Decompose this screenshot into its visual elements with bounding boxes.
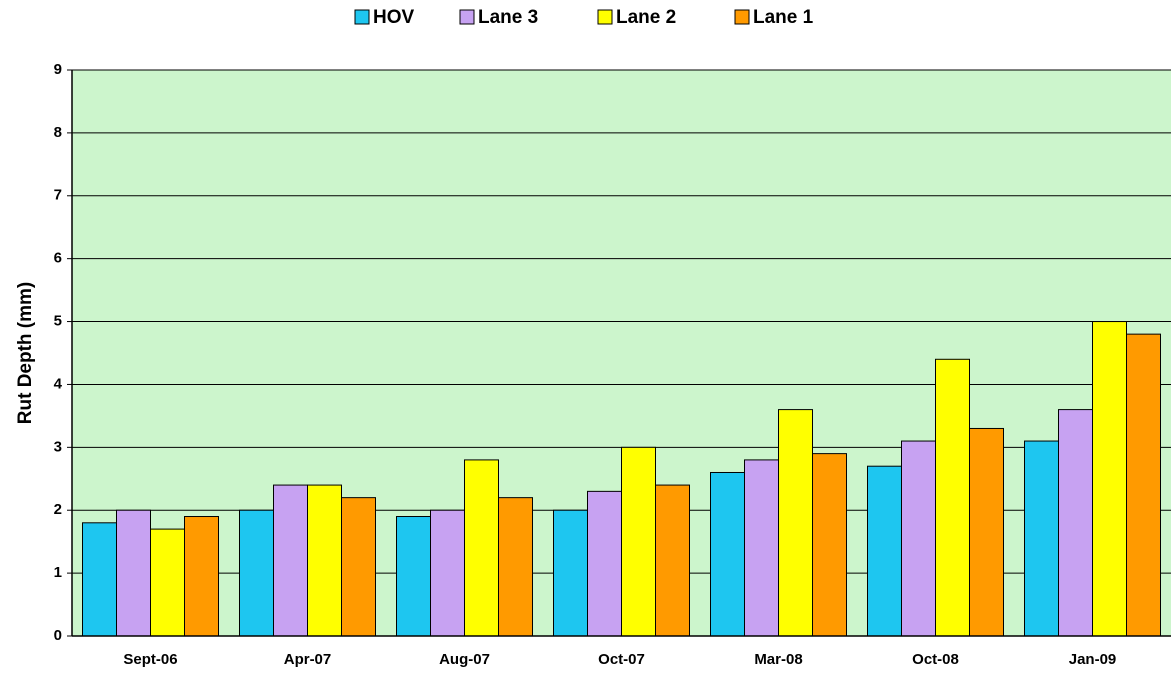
legend-label: Lane 2: [616, 7, 676, 28]
x-tick-label: Jan-09: [1069, 651, 1117, 668]
bar: [655, 484, 690, 637]
y-tick-label: 1: [54, 564, 62, 581]
x-tick-label: Apr-07: [284, 651, 332, 668]
x-tick-label: Mar-08: [754, 651, 802, 668]
bar: [587, 490, 622, 637]
bar: [867, 465, 902, 637]
y-tick-label: 3: [54, 438, 62, 455]
y-tick-label: 5: [54, 313, 62, 330]
x-tick-label: Sept-06: [123, 651, 177, 668]
bar: [935, 358, 970, 637]
x-tick-label: Oct-07: [598, 651, 645, 668]
bar: [184, 516, 219, 637]
legend-swatch: [734, 9, 750, 25]
bar: [150, 528, 185, 637]
bar: [1092, 321, 1127, 637]
x-tick-label: Oct-08: [912, 651, 959, 668]
y-tick-label: 0: [54, 627, 62, 644]
y-tick-label: 2: [54, 501, 62, 518]
x-tick-label: Aug-07: [439, 651, 490, 668]
legend-label: Lane 3: [478, 7, 538, 28]
bar: [621, 446, 656, 637]
bar: [430, 509, 465, 637]
bar: [307, 484, 342, 637]
bar: [396, 516, 431, 637]
bar: [498, 497, 533, 637]
legend-swatch: [597, 9, 613, 25]
bar: [82, 522, 117, 637]
bar: [710, 471, 745, 637]
bar: [1058, 409, 1093, 637]
y-tick-label: 9: [54, 61, 62, 78]
bar: [744, 459, 779, 637]
legend-swatch: [354, 9, 370, 25]
y-axis-label: Rut Depth (mm): [15, 282, 36, 424]
bar: [901, 440, 936, 637]
legend-label: Lane 1: [753, 7, 814, 28]
bar: [778, 409, 813, 637]
y-tick-label: 7: [54, 187, 62, 204]
bar: [812, 453, 847, 637]
bar: [969, 427, 1004, 637]
bar: [116, 509, 151, 637]
legend: HOV Lane 3 Lane 2 Lane 1: [354, 7, 814, 28]
legend-label: HOV: [373, 7, 415, 28]
legend-swatch: [459, 9, 475, 25]
bar: [1024, 440, 1059, 637]
bar: [1126, 333, 1161, 637]
y-tick-label: 4: [54, 375, 63, 392]
bar: [341, 497, 376, 637]
bar: [239, 509, 274, 637]
y-tick-label: 8: [54, 124, 62, 141]
bar: [553, 509, 588, 637]
bar: [464, 459, 499, 637]
bar: [273, 484, 308, 637]
y-tick-label: 6: [54, 250, 62, 267]
